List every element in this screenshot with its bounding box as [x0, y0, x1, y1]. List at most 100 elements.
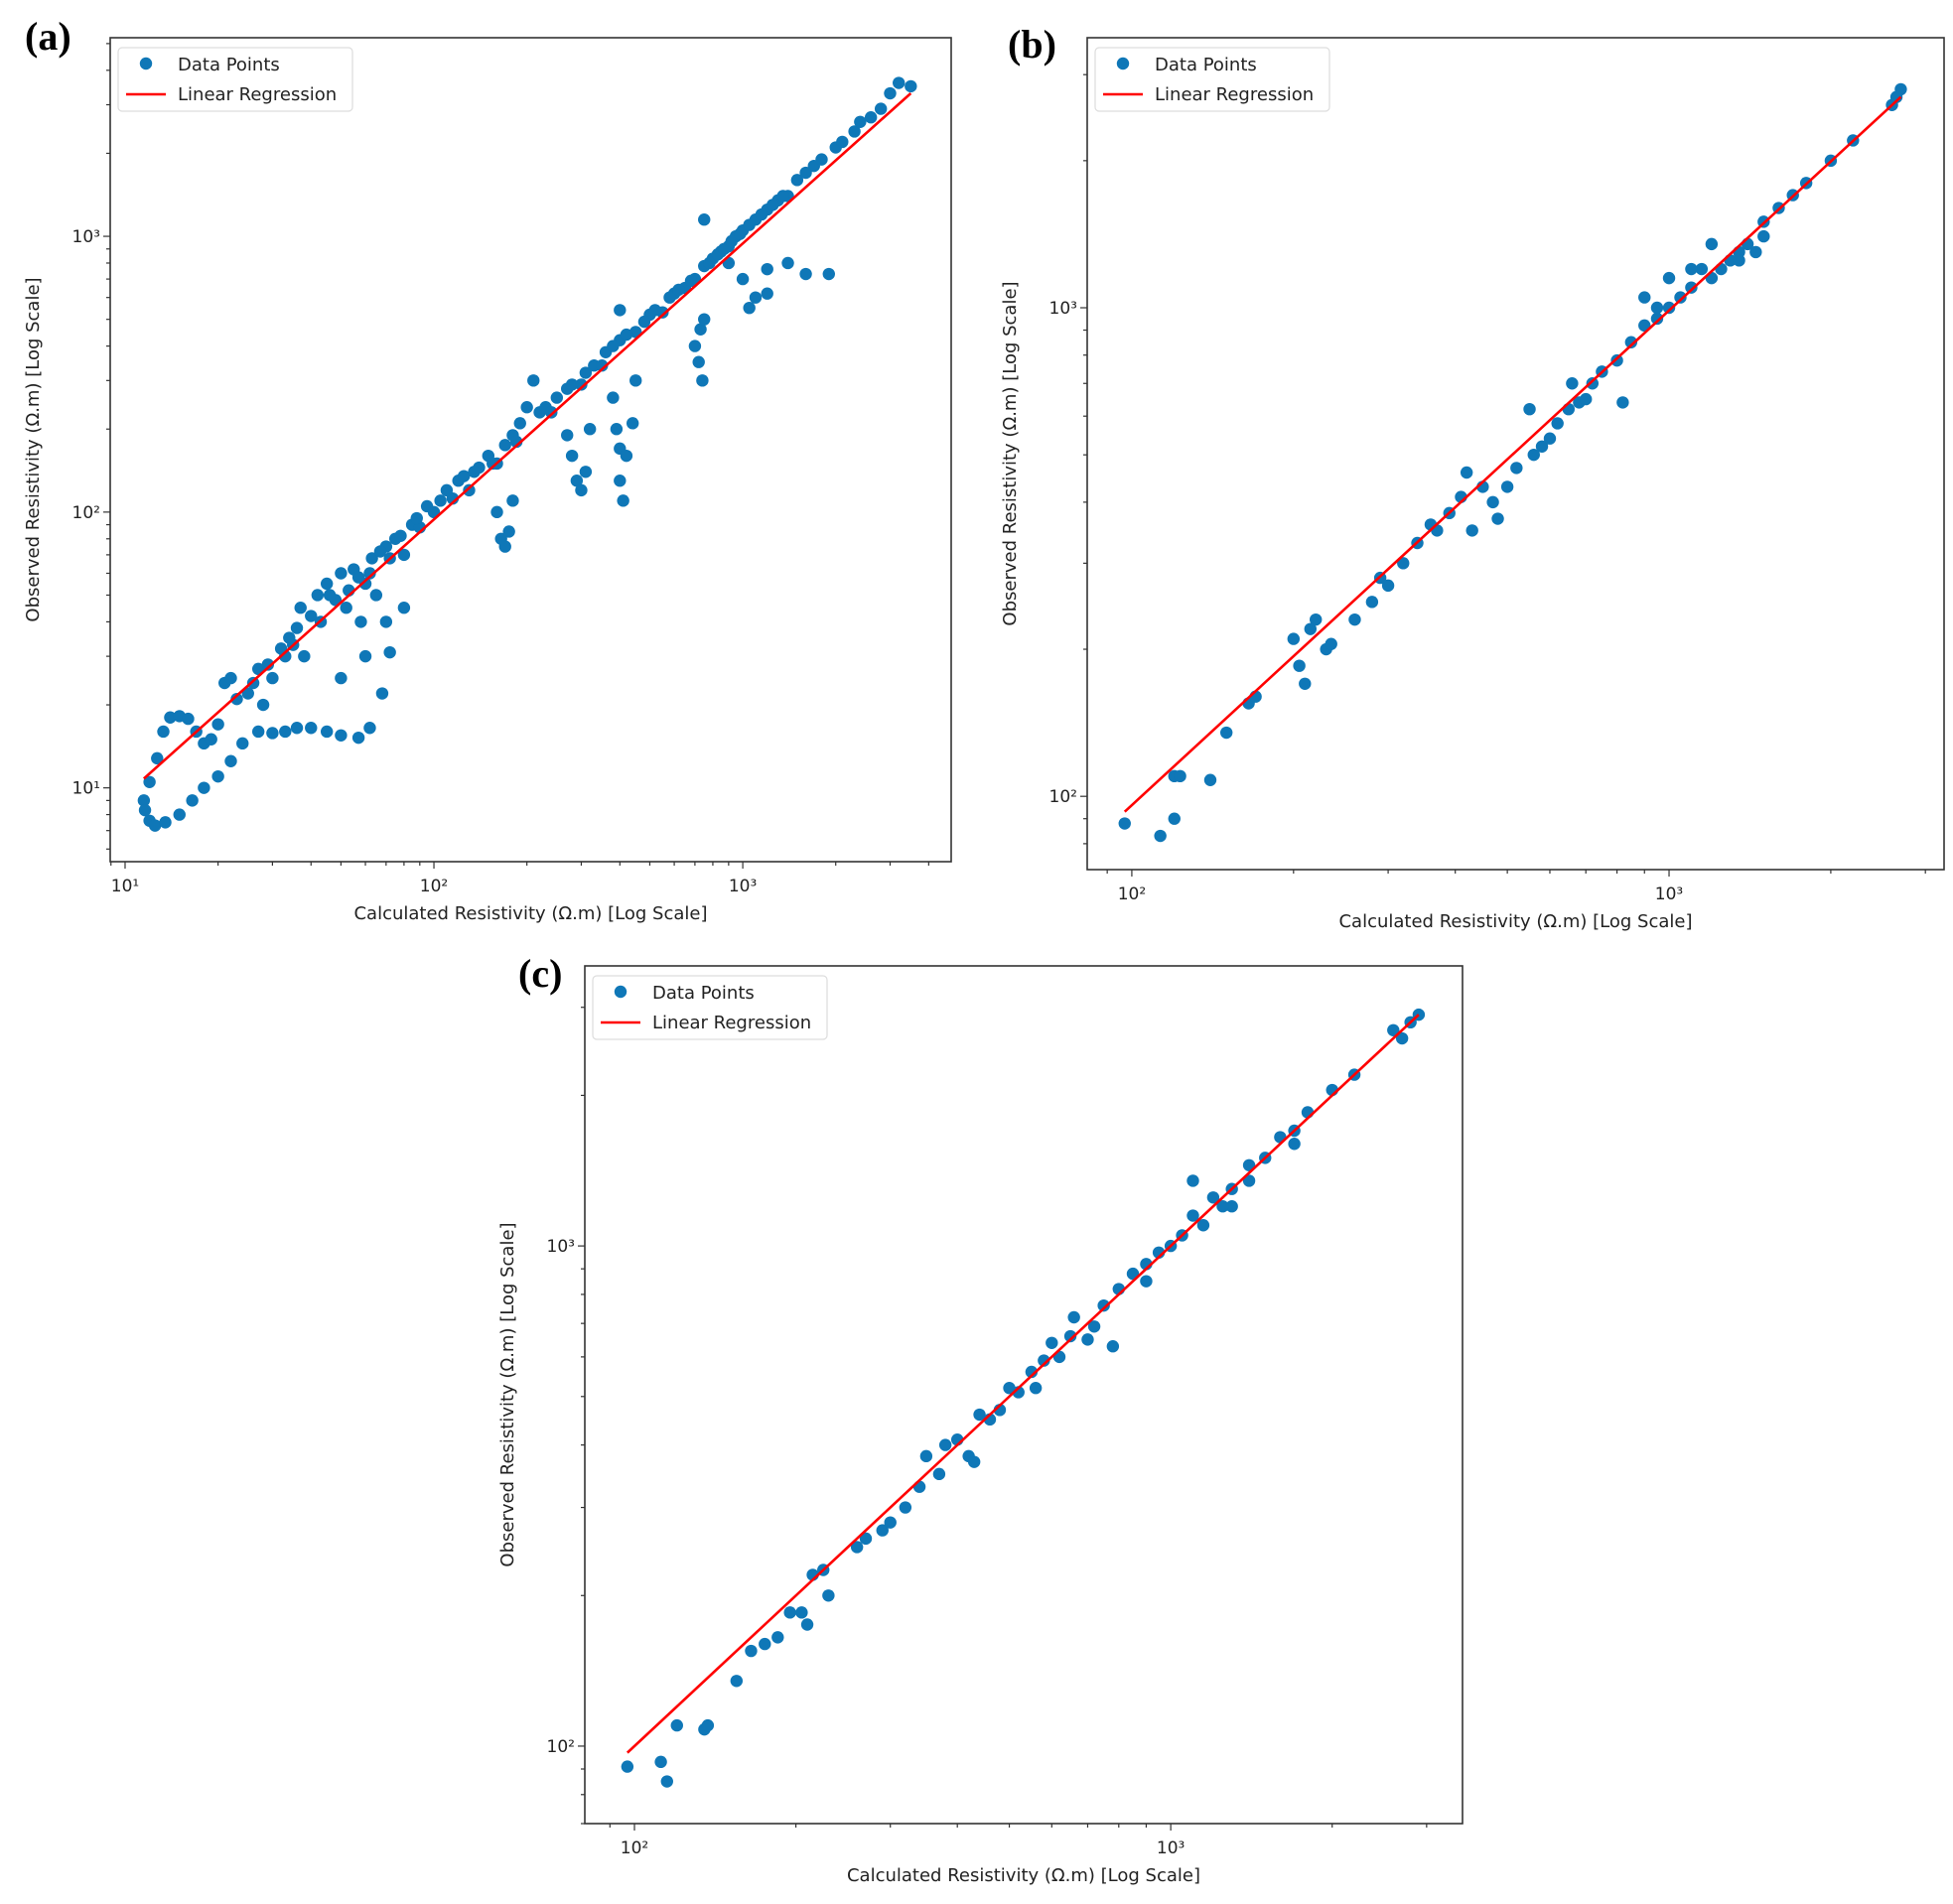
data-point: [335, 671, 348, 685]
data-point: [1038, 1354, 1050, 1367]
data-point: [550, 391, 564, 404]
data-points: [1118, 82, 1907, 843]
data-point: [783, 1606, 796, 1619]
data-point: [520, 401, 533, 414]
data-point: [394, 529, 407, 543]
data-point: [1610, 353, 1623, 367]
data-point: [725, 234, 739, 248]
data-point: [1705, 237, 1719, 251]
data-points: [621, 1008, 1426, 1788]
data-point: [1486, 495, 1499, 509]
data-point: [745, 1644, 758, 1658]
data-point: [1387, 1023, 1400, 1036]
data-point: [776, 190, 789, 203]
data-point: [1685, 262, 1698, 276]
data-point: [1381, 579, 1395, 593]
data-point: [730, 1675, 744, 1688]
x-tick-label: 10³: [729, 877, 757, 896]
data-point: [1460, 466, 1473, 479]
data-point: [1491, 512, 1504, 525]
data-point: [1203, 773, 1217, 786]
data-point: [545, 406, 558, 419]
data-point: [1299, 677, 1312, 690]
data-point: [241, 687, 254, 700]
data-point: [261, 658, 275, 671]
data-points: [137, 76, 917, 832]
data-point: [696, 374, 709, 387]
data-point: [579, 366, 593, 379]
data-point: [570, 475, 584, 487]
plot-frame: [109, 37, 952, 863]
data-point: [1624, 336, 1638, 348]
data-point: [610, 423, 624, 436]
data-point: [369, 589, 383, 602]
data-point: [463, 483, 476, 497]
data-point: [899, 1501, 912, 1514]
y-tick-label: 10²: [547, 1737, 575, 1757]
data-point: [383, 645, 396, 659]
data-point: [1662, 271, 1676, 285]
data-point: [1580, 392, 1593, 406]
data-point: [1174, 769, 1186, 783]
data-point: [637, 315, 651, 329]
data-point: [198, 781, 210, 794]
data-point: [761, 287, 773, 300]
data-point: [1543, 432, 1557, 445]
data-point: [1365, 596, 1379, 609]
data-point: [800, 1618, 814, 1631]
data-point: [251, 725, 265, 739]
data-point: [305, 722, 318, 735]
data-point: [565, 449, 579, 463]
data-point: [1029, 1381, 1043, 1395]
data-point: [759, 1637, 771, 1651]
data-point: [305, 610, 318, 622]
data-point: [876, 1524, 889, 1537]
legend-label-regression: Linear Regression: [652, 1013, 811, 1033]
data-point: [373, 545, 387, 558]
data-point: [884, 86, 897, 100]
y-tick-label: 10¹: [72, 779, 100, 799]
data-point: [1186, 1209, 1199, 1222]
data-point: [1206, 1191, 1220, 1204]
data-point: [694, 323, 707, 336]
legend-box: [592, 975, 828, 1040]
data-point: [256, 698, 270, 712]
data-point: [561, 429, 574, 442]
data-point: [279, 649, 292, 663]
data-point: [672, 283, 685, 297]
y-axis-label: Observed Resistivity (Ω.m) [Log Scale]: [1000, 281, 1021, 625]
legend-label-regression: Linear Regression: [1155, 84, 1314, 105]
data-point: [698, 212, 711, 226]
data-point: [771, 1631, 784, 1644]
data-point: [1310, 612, 1323, 626]
x-tick-label: 10¹: [111, 877, 139, 896]
data-point: [583, 423, 597, 436]
data-point: [617, 494, 629, 507]
chart-panel-a: (a) 10¹ 10² 10³ 10¹ 10² 10³ Calculated Resistiv…: [23, 14, 952, 924]
data-point: [1067, 1310, 1080, 1324]
data-point: [1025, 1365, 1039, 1379]
data-point: [688, 340, 702, 352]
data-point: [397, 601, 411, 614]
data-point: [294, 601, 307, 614]
data-point: [182, 712, 195, 726]
data-point: [1154, 829, 1167, 843]
data-point: [614, 475, 627, 487]
data-point: [629, 374, 642, 387]
data-point: [626, 417, 639, 430]
data-point: [379, 615, 393, 628]
data-point: [363, 567, 376, 580]
data-point: [932, 1467, 946, 1481]
data-point: [1304, 622, 1318, 635]
data-point: [614, 304, 627, 317]
data-point: [1889, 90, 1903, 103]
data-point: [607, 391, 620, 404]
data-point: [620, 449, 633, 463]
data-point: [1650, 301, 1664, 315]
data-point: [335, 729, 348, 742]
data-point: [434, 494, 447, 507]
plot-frame: [584, 965, 1464, 1825]
data-point: [755, 207, 768, 221]
y-tick-label: 10³: [72, 227, 100, 247]
data-point: [266, 727, 279, 740]
